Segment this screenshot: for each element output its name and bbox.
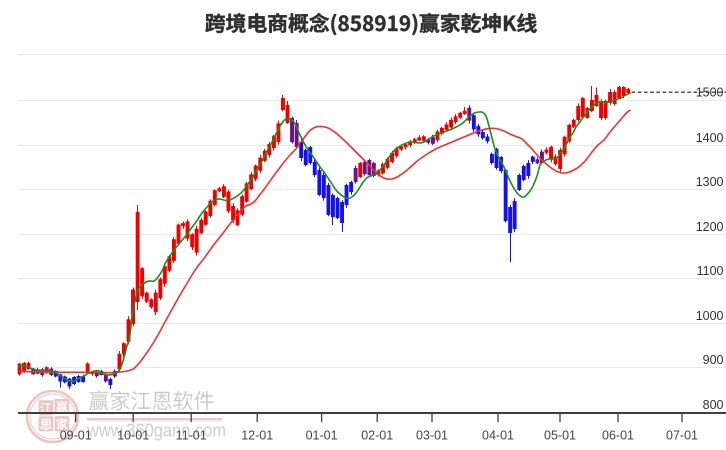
- svg-text:10-01: 10-01: [117, 429, 149, 443]
- svg-text:1400: 1400: [696, 131, 724, 145]
- svg-text:800: 800: [703, 398, 724, 412]
- svg-text:05-01: 05-01: [544, 429, 576, 443]
- svg-text:1000: 1000: [696, 309, 724, 323]
- svg-text:07-01: 07-01: [666, 429, 698, 443]
- svg-text:12-01: 12-01: [241, 429, 273, 443]
- svg-text:06-01: 06-01: [602, 429, 634, 443]
- svg-text:900: 900: [703, 353, 724, 367]
- svg-text:1300: 1300: [696, 175, 724, 189]
- svg-text:1500: 1500: [696, 86, 724, 100]
- svg-text:02-01: 02-01: [361, 429, 393, 443]
- svg-text:1100: 1100: [697, 264, 724, 278]
- svg-text:1200: 1200: [696, 220, 724, 234]
- svg-text:03-01: 03-01: [416, 429, 448, 443]
- svg-text:11-01: 11-01: [176, 429, 207, 443]
- svg-text:09-01: 09-01: [60, 429, 92, 443]
- svg-text:04-01: 04-01: [482, 429, 514, 443]
- svg-text:01-01: 01-01: [306, 429, 338, 443]
- svg-text:www.360gann.com: www.360gann.com: [86, 419, 226, 440]
